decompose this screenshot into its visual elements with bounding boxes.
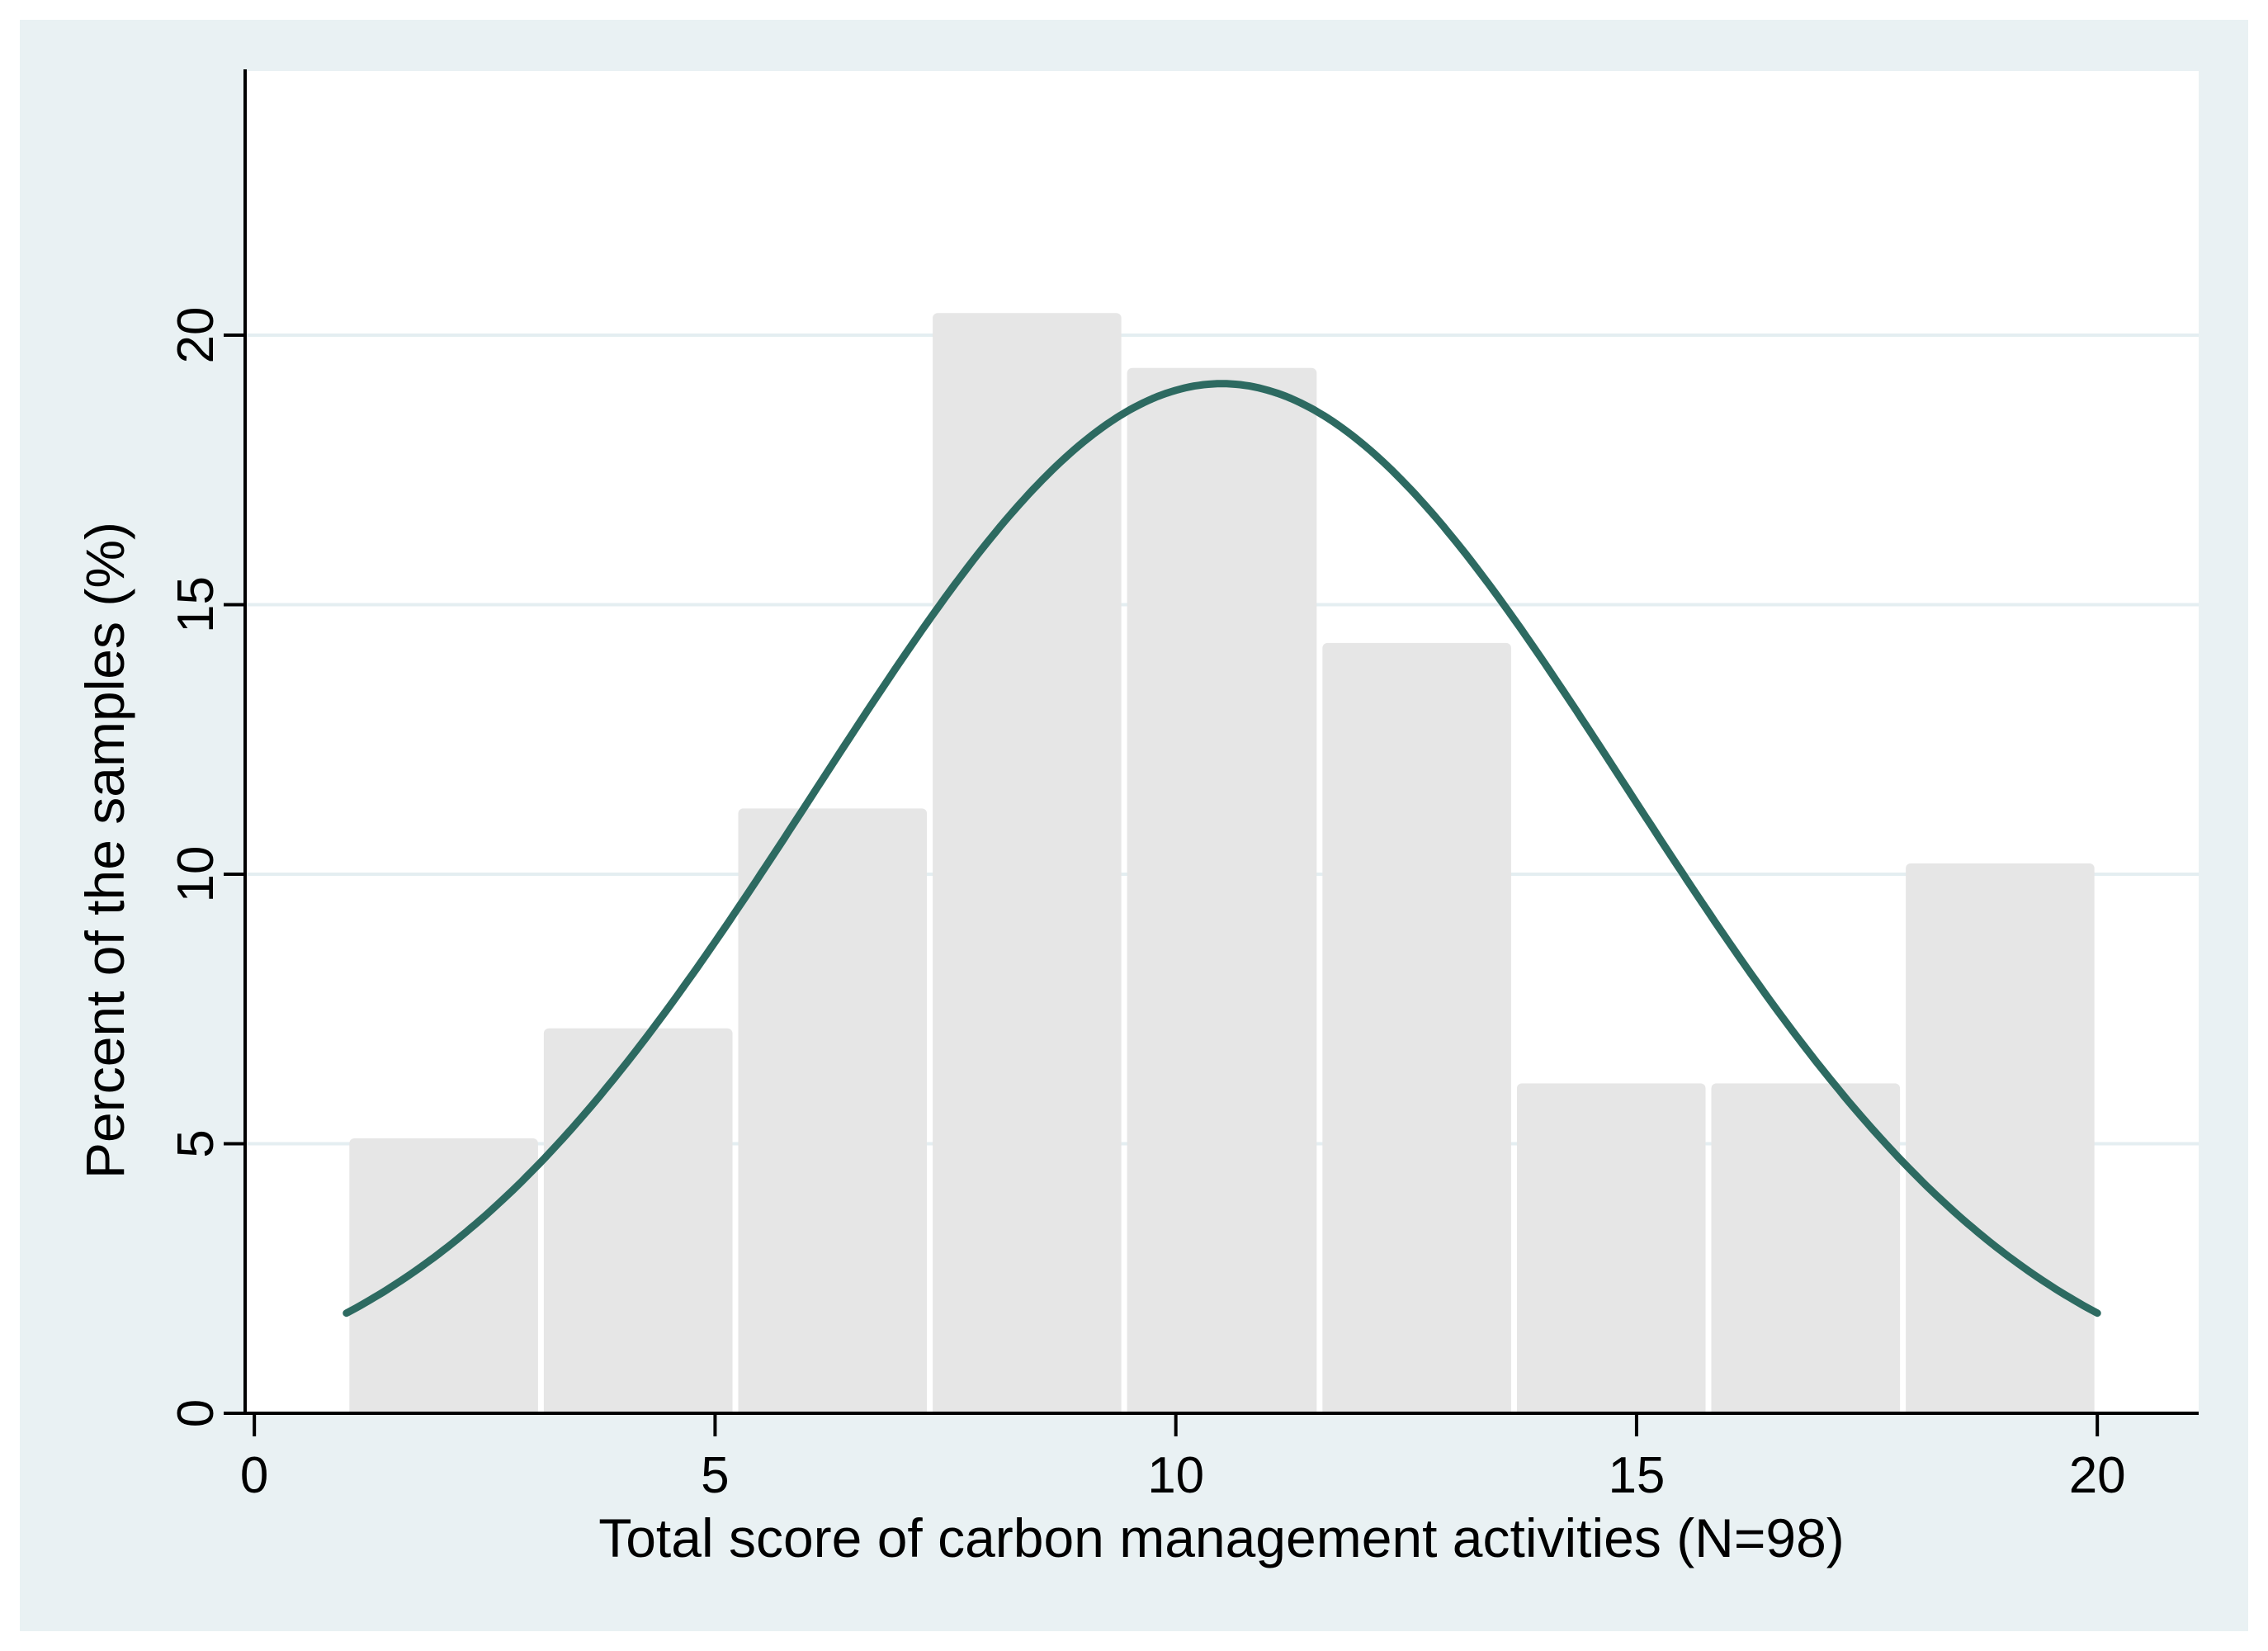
y-tick-label-5: 5	[168, 1129, 224, 1157]
y-tick-label-20: 20	[168, 306, 224, 363]
histogram-bar	[738, 808, 928, 1413]
axes	[243, 69, 2199, 1415]
histogram-bar	[1906, 863, 2095, 1413]
y-axis-title: Percent of the samples (%)	[74, 522, 135, 1179]
histogram-bar	[1322, 642, 1511, 1413]
histogram-bar	[933, 313, 1122, 1413]
tick-marks	[224, 333, 2100, 1436]
x-tick-label-15: 15	[1608, 1447, 1665, 1504]
x-tick-label-0: 0	[240, 1447, 268, 1504]
y-tick-label-10: 10	[168, 846, 224, 903]
normal-density-curve	[343, 380, 2101, 1317]
y-tick-label-0: 0	[168, 1399, 224, 1427]
histogram-bar	[349, 1138, 538, 1413]
histogram-bar	[1516, 1083, 1706, 1413]
normal-curve-layer	[343, 380, 2101, 1317]
x-axis-title: Total score of carbon management activit…	[598, 1507, 1845, 1568]
x-tick-label-5: 5	[701, 1447, 729, 1504]
histogram-bar	[1711, 1083, 1901, 1413]
x-tick-label-10: 10	[1147, 1447, 1204, 1504]
histogram-bar	[1127, 367, 1317, 1413]
y-tick-label-15: 15	[168, 576, 224, 633]
tick-labels: 0 5 10 15 20 0 5 10 15 20	[168, 306, 2126, 1504]
x-tick-label-20: 20	[2069, 1447, 2126, 1504]
histogram-bar	[543, 1028, 733, 1413]
